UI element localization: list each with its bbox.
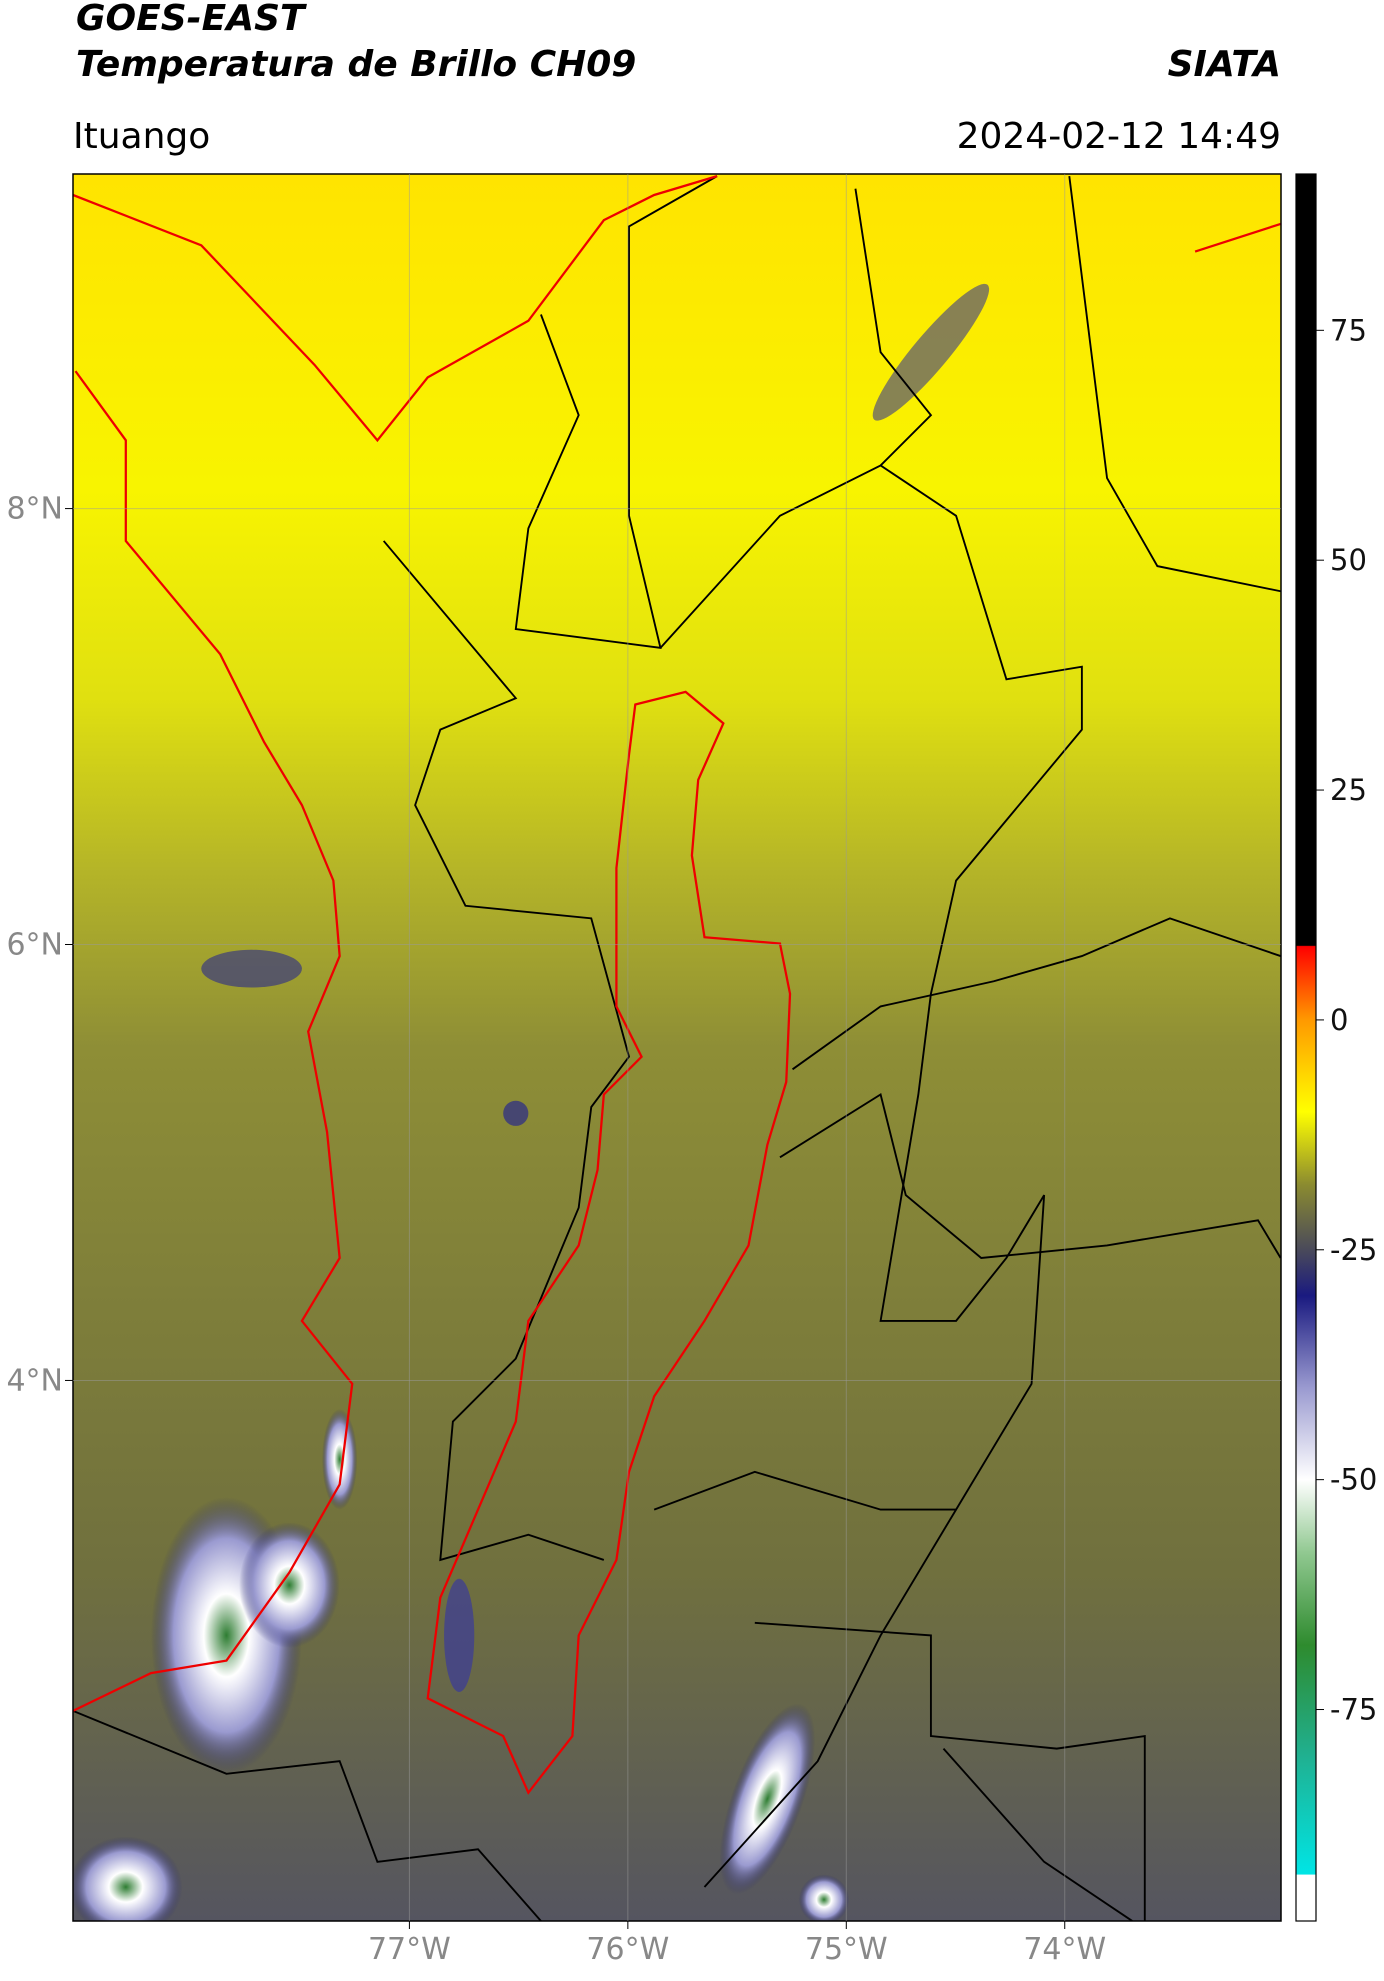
datetime: 2024-02-12 14:49 bbox=[957, 116, 1281, 157]
colorbar-tick-label: 75 bbox=[1330, 313, 1367, 347]
subtitle: Temperatura de Brillo CH09 bbox=[76, 44, 636, 85]
colorbar-tick-label: -75 bbox=[1330, 1693, 1377, 1727]
lon-tick-label: 74°W bbox=[1023, 1932, 1106, 1967]
colorbar-tick-label: -50 bbox=[1330, 1463, 1377, 1497]
lon-tick-label: 76°W bbox=[586, 1932, 669, 1967]
lat-tick-label: 6°N bbox=[6, 928, 63, 963]
lon-tick-label: 77°W bbox=[368, 1932, 451, 1967]
lat-tick-label: 4°N bbox=[6, 1363, 63, 1398]
colorbar-tick-label: 0 bbox=[1330, 1003, 1348, 1037]
title: GOES-EAST bbox=[76, 0, 307, 39]
region: Ituango bbox=[73, 116, 210, 157]
map-frame bbox=[72, 173, 1282, 1922]
colorbar bbox=[1295, 173, 1317, 1922]
map bbox=[73, 174, 1281, 1921]
lon-tick-label: 75°W bbox=[805, 1932, 888, 1967]
lat-tick-label: 8°N bbox=[6, 492, 63, 527]
colorbar-tick-label: 25 bbox=[1330, 773, 1367, 807]
colorbar-tick-label: -25 bbox=[1330, 1233, 1377, 1267]
map-features bbox=[73, 175, 1281, 1921]
colorbar-tick-label: 50 bbox=[1330, 543, 1367, 577]
organization: SIATA bbox=[1168, 44, 1281, 85]
